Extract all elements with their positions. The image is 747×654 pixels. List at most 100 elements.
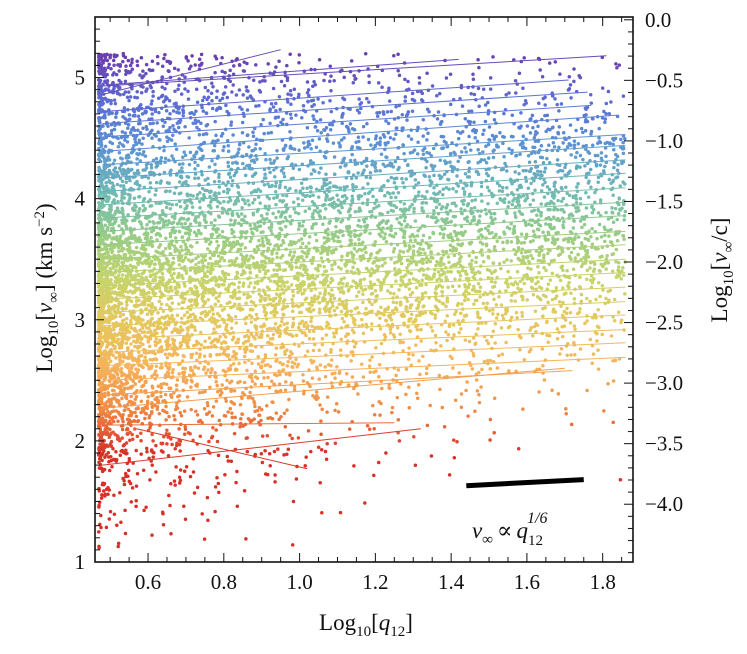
scatter-point: [171, 109, 176, 113]
scatter-point: [182, 432, 187, 437]
scatter-point: [444, 76, 449, 80]
scatter-point: [124, 306, 128, 311]
scatter-point: [316, 195, 321, 199]
scatter-point: [170, 371, 175, 375]
scatter-point: [279, 255, 283, 260]
scatter-point: [427, 151, 432, 156]
scatter-point: [230, 210, 235, 215]
scatter-point: [579, 241, 584, 245]
scatter-point: [271, 337, 275, 341]
scatter-point: [374, 345, 378, 350]
scatter-point: [307, 337, 312, 341]
scatter-point: [328, 64, 333, 69]
scatter-point: [291, 200, 296, 205]
scatter-point: [245, 368, 249, 373]
scatter-point: [275, 255, 279, 260]
scatter-point: [323, 374, 328, 379]
scatter-point: [134, 414, 139, 419]
scatter-point: [311, 114, 315, 118]
scatter-point: [99, 525, 103, 530]
scatter-point: [182, 313, 187, 317]
scatter-point: [263, 151, 267, 156]
scatter-point: [146, 340, 151, 344]
scatter-point: [527, 160, 532, 165]
scatter-point: [107, 235, 111, 239]
scatter-point: [514, 153, 519, 158]
scatter-point: [569, 353, 573, 357]
scatter-point: [448, 152, 453, 157]
scatter-point: [416, 193, 421, 198]
scatter-point: [163, 86, 167, 91]
scatter-point: [211, 312, 216, 316]
scatter-point: [239, 416, 243, 421]
scatter-point: [196, 163, 200, 168]
scatter-point: [622, 218, 626, 222]
scatter-point: [525, 298, 529, 302]
scatter-point: [369, 327, 374, 332]
scatter-point: [574, 128, 578, 133]
scatter-point: [329, 350, 333, 355]
scatter-point: [362, 168, 366, 172]
scatter-point: [566, 88, 571, 92]
scatter-point: [364, 266, 369, 271]
scatter-point: [281, 291, 286, 295]
scatter-point: [292, 87, 297, 92]
scatter-point: [230, 179, 235, 183]
scatter-point: [262, 131, 266, 136]
scatter-point: [492, 430, 496, 435]
scatter-point: [217, 179, 221, 184]
scatter-point: [115, 182, 120, 187]
scatter-point: [564, 412, 568, 416]
scatter-point: [191, 121, 195, 125]
scatter-point: [183, 255, 188, 260]
scatter-point: [97, 104, 102, 108]
scatter-point: [268, 464, 272, 468]
scatter-point: [568, 321, 573, 325]
scatter-point: [130, 486, 135, 490]
scatter-point: [197, 63, 202, 67]
scatter-point: [523, 175, 528, 180]
scatter-point: [200, 98, 205, 103]
scatter-point: [332, 78, 336, 83]
scatter-point: [246, 199, 250, 203]
scatter-point: [118, 234, 123, 238]
scatter-point: [210, 81, 214, 86]
scatter-point: [238, 346, 242, 351]
scatter-point: [304, 270, 308, 275]
scatter-point: [410, 290, 415, 295]
scatter-point: [460, 199, 464, 203]
scatter-point: [147, 414, 152, 418]
scatter-point: [374, 205, 379, 209]
scatter-point: [329, 88, 333, 93]
scatter-point: [473, 409, 477, 413]
scatter-point: [461, 231, 466, 236]
scatter-point: [100, 98, 104, 102]
scatter-point: [596, 280, 601, 285]
scatter-point: [175, 378, 180, 382]
scatter-point: [188, 365, 193, 370]
scatter-point: [208, 203, 212, 208]
scatter-point: [263, 353, 268, 357]
scatter-point: [145, 312, 150, 317]
scatter-point: [380, 386, 384, 391]
scatter-point: [272, 268, 276, 272]
scatter-point: [147, 219, 152, 224]
scatter-point: [378, 140, 382, 144]
scatter-point: [123, 508, 127, 513]
scatter-point: [278, 331, 283, 336]
scatter-point: [552, 215, 556, 220]
scatter-point: [116, 541, 121, 546]
scatter-point: [154, 188, 158, 192]
scatter-point: [457, 371, 461, 375]
scatter-point: [267, 451, 272, 456]
scatter-point: [494, 316, 499, 320]
scatter-point: [555, 102, 559, 107]
scatter-point: [149, 312, 154, 316]
scatter-point: [132, 419, 137, 424]
scatter-point: [357, 242, 361, 246]
scatter-point: [195, 100, 200, 104]
scatter-point: [285, 76, 290, 80]
scatter-point: [564, 344, 569, 348]
scatter-point: [389, 109, 393, 114]
scatter-point: [244, 85, 249, 89]
